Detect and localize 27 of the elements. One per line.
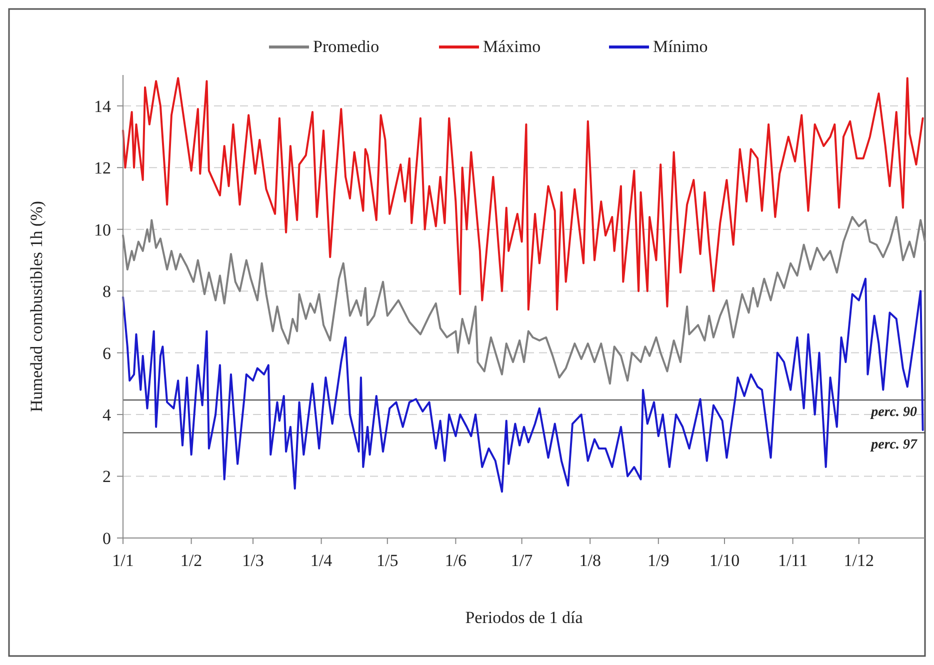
x-tick-label: 1/6 [444,551,467,570]
x-tick-label: 1/5 [376,551,398,570]
y-tick-label: 14 [94,96,112,116]
y-tick-label: 4 [102,405,112,424]
y-tick-label: 12 [94,158,111,178]
y-tick-label: 6 [102,344,111,363]
x-tick-label: 1/12 [844,551,874,570]
y-tick-label: 2 [102,467,111,486]
x-axis-title: Periodos de 1 día [465,608,584,627]
x-tick-label: 1/11 [778,551,808,570]
x-tick-label: 1/10 [709,551,740,570]
x-tick-label: 1/8 [579,551,601,570]
legend-label: Mínimo [653,37,708,56]
x-tick-label: 1/2 [180,551,202,570]
x-tick-label: 1/9 [648,551,670,570]
ref-line-label: perc. 90 [870,405,917,420]
ref-line-label: perc. 97 [870,438,918,453]
legend-label: Máximo [483,37,541,56]
y-tick-label: 0 [102,528,111,548]
legend-label: Promedio [313,37,380,56]
x-tick-label: 1/1 [112,551,134,570]
y-tick-label: 10 [94,220,111,240]
y-axis-title: Humedad combustibles 1h (%) [27,200,46,412]
x-tick-label: 1/4 [310,551,333,570]
x-tick-label: 1/7 [510,551,534,570]
x-tick-label: 1/3 [242,551,264,570]
y-tick-label: 8 [102,282,111,302]
